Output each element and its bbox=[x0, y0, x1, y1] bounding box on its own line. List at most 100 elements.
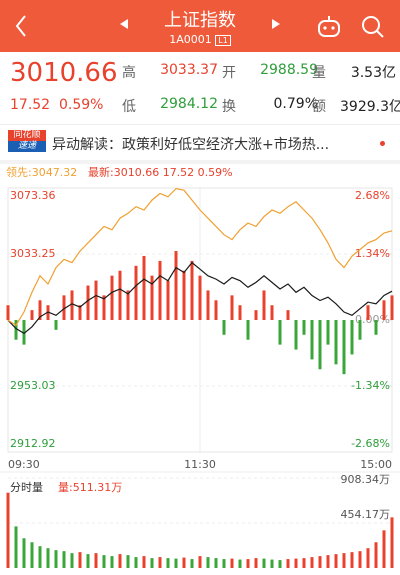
momentum-bar bbox=[310, 320, 314, 360]
momentum-bar bbox=[54, 320, 58, 330]
change: 17.52 bbox=[10, 97, 51, 113]
price-line bbox=[7, 187, 393, 327]
momentum-bar bbox=[286, 310, 290, 320]
momentum-bar bbox=[198, 275, 202, 320]
volume-bar bbox=[222, 559, 226, 568]
volume-bar bbox=[102, 555, 106, 568]
momentum-bar bbox=[342, 320, 346, 375]
momentum-bar bbox=[270, 305, 274, 320]
momentum-bar bbox=[174, 251, 178, 320]
change-pct: 0.59% bbox=[59, 97, 104, 113]
momentum-bar bbox=[38, 300, 42, 320]
volume-bar bbox=[334, 554, 338, 568]
price: 3010.66 bbox=[10, 58, 118, 88]
divider bbox=[0, 160, 400, 164]
volume-bar bbox=[278, 560, 282, 568]
change-line: 17.52 0.59% bbox=[10, 97, 103, 113]
momentum-bar bbox=[6, 305, 10, 320]
latest-label: 最新:3010.66 17.52 0.59% bbox=[88, 165, 233, 179]
volume-bar bbox=[246, 559, 250, 568]
badge-top: 同花顺 bbox=[8, 130, 46, 141]
volume-bar bbox=[262, 558, 266, 568]
volume-bar bbox=[374, 542, 378, 568]
price-line bbox=[7, 261, 393, 335]
robot-icon[interactable] bbox=[316, 13, 342, 39]
volume-bar bbox=[326, 555, 330, 568]
volume-bar bbox=[294, 558, 298, 568]
volume-bar bbox=[166, 558, 170, 568]
volume-bar bbox=[134, 557, 138, 568]
volume-bar bbox=[150, 558, 154, 568]
volume-bar bbox=[174, 558, 178, 568]
news-dot bbox=[380, 141, 385, 146]
divider bbox=[0, 124, 400, 125]
volume-title: 分时量 bbox=[10, 481, 43, 494]
lead-label: 领先:3047.32 bbox=[6, 166, 77, 179]
volume-label: 量:511.31万 bbox=[58, 481, 122, 494]
search-icon[interactable] bbox=[360, 14, 386, 40]
next-button[interactable] bbox=[270, 18, 282, 30]
momentum-bar bbox=[262, 290, 266, 320]
badge-bottom: 速递 bbox=[8, 141, 46, 152]
momentum-bar bbox=[190, 260, 194, 320]
y-tick-label: 454.17万 bbox=[341, 508, 391, 521]
momentum-bar bbox=[350, 320, 354, 355]
momentum-bar bbox=[230, 295, 234, 320]
volume-bar bbox=[6, 492, 10, 568]
back-button[interactable] bbox=[14, 14, 28, 38]
momentum-bar bbox=[102, 295, 106, 320]
momentum-bar bbox=[30, 310, 34, 320]
momentum-bar bbox=[206, 290, 210, 320]
y2-tick-label: -1.34% bbox=[351, 379, 390, 392]
field-label: 低 bbox=[122, 99, 136, 115]
momentum-bar bbox=[246, 320, 250, 340]
y-tick-label: 3033.25 bbox=[10, 247, 56, 260]
volume-bar bbox=[358, 551, 362, 568]
momentum-bar bbox=[62, 295, 66, 320]
momentum-bar bbox=[126, 290, 130, 320]
momentum-bar bbox=[358, 320, 362, 340]
momentum-bar bbox=[150, 275, 154, 320]
title: 上证指数 bbox=[164, 10, 236, 31]
volume-bar bbox=[158, 557, 162, 568]
volume-bar bbox=[302, 558, 306, 568]
momentum-bar bbox=[222, 320, 226, 335]
momentum-bar bbox=[166, 280, 170, 320]
volume-bar bbox=[62, 551, 66, 568]
volume-bar bbox=[190, 559, 194, 568]
momentum-bar bbox=[334, 320, 338, 365]
x-tick-label: 11:30 bbox=[184, 458, 216, 471]
volume-bar bbox=[366, 548, 370, 568]
field-label: 换 bbox=[222, 99, 236, 115]
momentum-bar bbox=[214, 300, 218, 320]
volume-bar bbox=[206, 557, 210, 568]
volume-bar bbox=[30, 542, 34, 568]
y2-tick-label: 1.34% bbox=[355, 247, 390, 260]
field-value: 3929.3亿 bbox=[340, 99, 400, 115]
news-text[interactable]: 异动解读：政策利好低空经济大涨+市场热... bbox=[52, 137, 330, 153]
code: 1A0001 bbox=[169, 33, 212, 46]
y-tick-label: 908.34万 bbox=[341, 473, 391, 486]
momentum-bar bbox=[134, 265, 138, 320]
volume-bar bbox=[110, 556, 114, 568]
field-label: 开 bbox=[222, 65, 236, 81]
momentum-bar bbox=[14, 320, 18, 340]
momentum-bar bbox=[118, 270, 122, 320]
volume-bar bbox=[54, 550, 58, 568]
volume-bar bbox=[230, 558, 234, 568]
prev-button[interactable] bbox=[118, 18, 130, 30]
momentum-bar bbox=[182, 270, 186, 320]
momentum-bar bbox=[86, 285, 90, 320]
field-value: 3033.37 bbox=[160, 62, 218, 78]
volume-bar bbox=[238, 559, 242, 568]
y-tick-label: 2953.03 bbox=[10, 379, 56, 392]
momentum-bar bbox=[22, 320, 26, 345]
news-badge: 同花顺 速递 bbox=[8, 130, 46, 154]
header-bar: 上证指数 1A0001 L1 bbox=[0, 0, 400, 52]
y2-tick-label: 0.00% bbox=[355, 313, 390, 326]
momentum-bar bbox=[94, 280, 98, 320]
field-label: 高 bbox=[122, 65, 136, 81]
momentum-bar bbox=[254, 310, 258, 320]
code-line: 1A0001 L1 bbox=[0, 33, 400, 46]
